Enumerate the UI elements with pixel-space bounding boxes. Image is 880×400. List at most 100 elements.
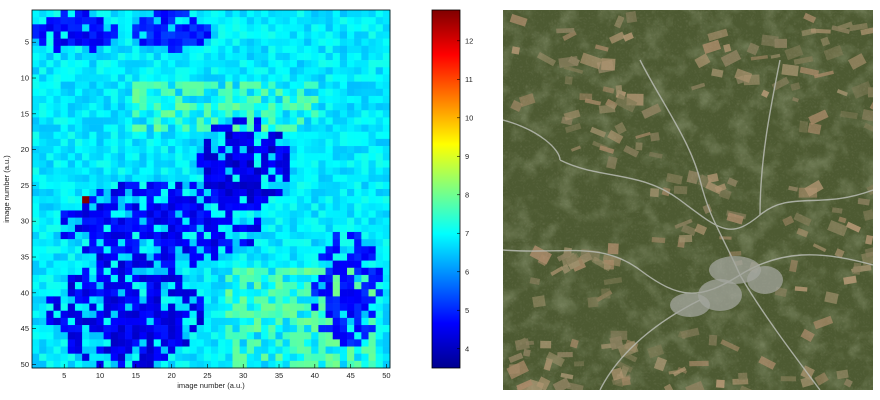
heatmap-cell (282, 153, 291, 161)
heatmap-cell (96, 224, 104, 233)
heatmap-cell (125, 210, 133, 218)
heatmap-cell (96, 339, 104, 347)
heatmap-cell (275, 110, 283, 118)
heatmap-cell (110, 110, 119, 118)
heatmap-cell (332, 282, 341, 290)
heatmap-cell (253, 103, 262, 111)
heatmap-cell (375, 274, 384, 283)
heatmap-cell (211, 239, 219, 247)
heatmap-cell (239, 196, 248, 204)
heatmap-cell (318, 38, 326, 47)
heatmap-cell (232, 31, 240, 39)
heatmap-cell (239, 138, 248, 147)
heatmap-cell (304, 303, 312, 312)
heatmap-cell (125, 332, 133, 340)
heatmap-cell (382, 138, 391, 147)
heatmap-cell (361, 346, 369, 354)
heatmap-cell (318, 231, 326, 240)
heatmap-cell (125, 103, 133, 111)
heatmap-cell (218, 296, 226, 304)
heatmap-cell (32, 24, 40, 32)
heatmap-cell (304, 253, 312, 261)
heatmap-cell (261, 153, 269, 161)
heatmap-cell (332, 332, 341, 340)
heatmap-cell (332, 189, 341, 197)
heatmap-cell (318, 210, 326, 218)
heatmap-cell (110, 217, 119, 226)
heatmap-cell (253, 67, 262, 75)
heatmap-cell (168, 210, 176, 218)
heatmap-cell (74, 52, 83, 61)
heatmap-cell (196, 52, 205, 61)
heatmap-cell (382, 124, 391, 133)
heatmap-cell (32, 52, 40, 61)
heatmap-cell (67, 353, 76, 362)
heatmap-cell (110, 267, 119, 276)
heatmap-cell (96, 231, 104, 240)
heatmap-cell (339, 224, 348, 233)
heatmap-cell (311, 332, 319, 340)
heatmap-cell (168, 10, 176, 18)
heatmap-cell (189, 60, 197, 68)
heatmap-cell (46, 117, 54, 125)
heatmap-cell (361, 88, 369, 97)
heatmap-cell (318, 153, 326, 161)
heatmap-cell (189, 203, 197, 211)
heatmap-cell (261, 45, 269, 54)
x-tick-label: 30 (239, 371, 247, 380)
heatmap-cell (160, 267, 169, 276)
heatmap-cell (339, 60, 348, 68)
heatmap-cell (175, 110, 183, 118)
heatmap-cell (153, 210, 162, 218)
heatmap-cell (282, 253, 291, 261)
heatmap-cell (117, 196, 126, 204)
heatmap-cell (132, 296, 140, 304)
heatmap-cell (311, 95, 319, 104)
heatmap-cell (253, 224, 262, 233)
heatmap-cell (53, 138, 61, 147)
heatmap-cell (153, 325, 162, 333)
heatmap-cell (53, 60, 61, 68)
heatmap-cell (160, 224, 169, 233)
heatmap-cell (218, 110, 226, 118)
heatmap-cell (182, 203, 190, 211)
heatmap-cell (296, 325, 305, 333)
heatmap-cell (347, 310, 355, 319)
heatmap-cell (232, 325, 240, 333)
y-tick-label: 5 (25, 38, 29, 47)
heatmap-cell (139, 274, 147, 283)
heatmap-cell (339, 231, 348, 240)
heatmap-cell (203, 196, 212, 204)
heatmap-cell (325, 103, 334, 111)
heatmap-cell (146, 103, 155, 111)
heatmap-cell (96, 253, 104, 261)
heatmap-cell (354, 181, 362, 190)
heatmap-cell (275, 167, 283, 175)
heatmap-cell (304, 138, 312, 147)
heatmap-cell (103, 246, 112, 254)
heatmap-cell (103, 231, 112, 240)
heatmap-cell (175, 253, 183, 261)
heatmap-cell (67, 274, 76, 283)
heatmap-cell (311, 289, 319, 297)
heatmap-cell (296, 217, 305, 226)
heatmap-cell (110, 325, 119, 333)
heatmap-cell (354, 217, 362, 226)
heatmap-cell (253, 88, 262, 97)
heatmap-cell (53, 267, 61, 276)
heatmap-cell (289, 67, 298, 75)
heatmap-cell (275, 67, 283, 75)
heatmap-cell (368, 296, 376, 304)
heatmap-cell (368, 52, 376, 61)
heatmap-cell (110, 10, 119, 18)
heatmap-cell (139, 260, 147, 269)
heatmap-cell (332, 339, 341, 347)
heatmap-cell (296, 167, 305, 175)
heatmap-cell (275, 274, 283, 283)
heatmap-cell (96, 332, 104, 340)
heatmap-cell (275, 253, 283, 261)
heatmap-cell (332, 267, 341, 276)
heatmap-cell (325, 303, 334, 312)
heatmap-cell (89, 167, 97, 175)
